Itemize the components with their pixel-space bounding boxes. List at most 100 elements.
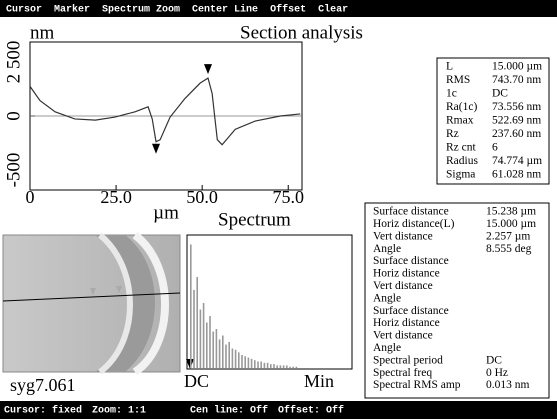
stat-label: Ra(1c) bbox=[446, 101, 477, 113]
measure-value: 15.238 µm bbox=[486, 206, 536, 218]
spectrum-title: Spectrum bbox=[218, 209, 291, 230]
spectrum-bar bbox=[244, 356, 246, 368]
stat-label: RMS bbox=[446, 74, 470, 86]
stat-value: 74.774 µm bbox=[492, 155, 542, 167]
spectrum-frame bbox=[186, 234, 353, 370]
spectrum-left-label: DC bbox=[184, 371, 209, 391]
y-tick-label: -500 bbox=[3, 153, 24, 188]
spectrum-bar bbox=[218, 339, 221, 368]
measure-label: Angle bbox=[373, 342, 401, 354]
measure-value: DC bbox=[486, 354, 502, 366]
spectrum-bar bbox=[254, 360, 256, 368]
status-item: Cen line: Off bbox=[190, 405, 268, 417]
menu-item[interactable]: Cursor bbox=[6, 5, 42, 16]
x-tick-label: 25.0 bbox=[100, 187, 132, 207]
measure-label: Spectral RMS amp bbox=[373, 379, 461, 391]
x-tick-label: 75.0 bbox=[272, 187, 304, 207]
status-item: Offset: Off bbox=[278, 405, 344, 417]
spectrum-bar bbox=[238, 352, 240, 368]
afm-image bbox=[2, 231, 181, 376]
stat-value: 743.70 nm bbox=[492, 74, 541, 86]
spectrum-right-label: Min bbox=[304, 371, 334, 391]
stat-value: 15.000 µm bbox=[492, 61, 542, 73]
spectrum-bar bbox=[286, 365, 288, 368]
stat-label: Radius bbox=[446, 155, 478, 167]
x-tick-label: 50.0 bbox=[186, 187, 218, 207]
measure-value: 2.257 µm bbox=[486, 230, 530, 242]
stat-value: 61.028 nm bbox=[492, 169, 541, 181]
measure-label: Spectral freq bbox=[373, 367, 432, 379]
measure-label: Surface distance bbox=[373, 305, 449, 317]
spectrum-bar bbox=[250, 358, 253, 368]
measure-label: Horiz distance(L) bbox=[373, 218, 455, 230]
spectrum-bar bbox=[282, 365, 285, 368]
y-tick-label: 0 bbox=[3, 111, 24, 121]
measure-value: 0 Hz bbox=[486, 367, 508, 379]
spectrum-bar bbox=[263, 362, 266, 368]
menu-bar bbox=[0, 0, 557, 17]
spectrum-bar bbox=[209, 316, 211, 368]
spectrum-bar bbox=[292, 366, 294, 368]
spectrum-bar bbox=[193, 290, 195, 368]
measure-label: Horiz distance bbox=[373, 317, 440, 329]
status-item: Cursor: fixed bbox=[4, 405, 82, 417]
stat-label: 1c bbox=[446, 88, 457, 100]
status-item: Zoom: 1:1 bbox=[92, 406, 146, 417]
spectrum-bar bbox=[234, 349, 237, 368]
spectrum-bar bbox=[279, 365, 282, 368]
spectrum-bar bbox=[228, 342, 230, 368]
stats-box bbox=[436, 57, 550, 185]
stat-value: DC bbox=[492, 88, 508, 100]
menu-item[interactable]: Clear bbox=[318, 4, 348, 16]
measure-value: 0.013 nm bbox=[486, 379, 530, 391]
spectrum-bar bbox=[199, 309, 202, 368]
spectrum-bar bbox=[215, 329, 218, 368]
menu-item[interactable]: Spectrum Zoom bbox=[102, 5, 180, 16]
measure-label: Vert distance bbox=[373, 280, 433, 292]
spectrum-bar bbox=[212, 331, 214, 368]
spectrum-bar bbox=[276, 365, 278, 368]
menu-item[interactable]: Center Line bbox=[192, 4, 258, 16]
stat-value: 6 bbox=[492, 142, 498, 154]
measure-label: Horiz distance bbox=[373, 268, 440, 280]
measure-label: Surface distance bbox=[373, 206, 449, 218]
spectrum-bar bbox=[260, 361, 262, 368]
chart-title: Section analysis bbox=[240, 22, 363, 43]
spectrum-bar bbox=[202, 303, 205, 368]
menu-item[interactable]: Marker bbox=[54, 4, 90, 16]
measure-value: 15.000 µm bbox=[486, 218, 536, 230]
spectrum-bar bbox=[225, 344, 227, 368]
measure-label: Angle bbox=[373, 292, 401, 304]
spectrum-bar bbox=[247, 357, 250, 368]
measure-label: Spectral period bbox=[373, 354, 443, 366]
stat-value: 522.69 nm bbox=[492, 115, 541, 127]
spectrum-bar bbox=[273, 364, 275, 368]
stat-value: 237.60 nm bbox=[492, 128, 541, 140]
menu-item[interactable]: Offset bbox=[270, 4, 306, 16]
measure-label: Surface distance bbox=[373, 255, 449, 267]
spectrum-bar bbox=[196, 277, 198, 368]
measure-value: 8.555 deg bbox=[486, 243, 532, 255]
y-unit: nm bbox=[30, 22, 55, 43]
measurements-box bbox=[364, 202, 550, 399]
stat-label: Rz bbox=[446, 128, 459, 140]
cursor-marker bbox=[204, 64, 213, 75]
stat-label: Rz cnt bbox=[446, 142, 477, 154]
x-tick-label: 0 bbox=[26, 187, 35, 207]
stat-label: Sigma bbox=[446, 169, 475, 181]
spectrum-bar bbox=[270, 364, 272, 368]
spectrum-bar bbox=[206, 322, 208, 368]
spectrum-bar bbox=[266, 362, 269, 368]
profile-line bbox=[29, 77, 301, 146]
image-label: syg7.061 bbox=[10, 375, 76, 395]
stat-label: L bbox=[446, 61, 453, 73]
spectrum-bar bbox=[222, 335, 224, 368]
x-label: µm bbox=[153, 202, 179, 223]
stat-value: 73.556 nm bbox=[492, 101, 541, 113]
spectrum-bar bbox=[231, 348, 234, 368]
spectrum-bar bbox=[241, 355, 243, 368]
cursor-marker bbox=[152, 143, 161, 154]
spectrum-bar bbox=[289, 366, 291, 368]
spectrum-bar bbox=[257, 361, 259, 368]
